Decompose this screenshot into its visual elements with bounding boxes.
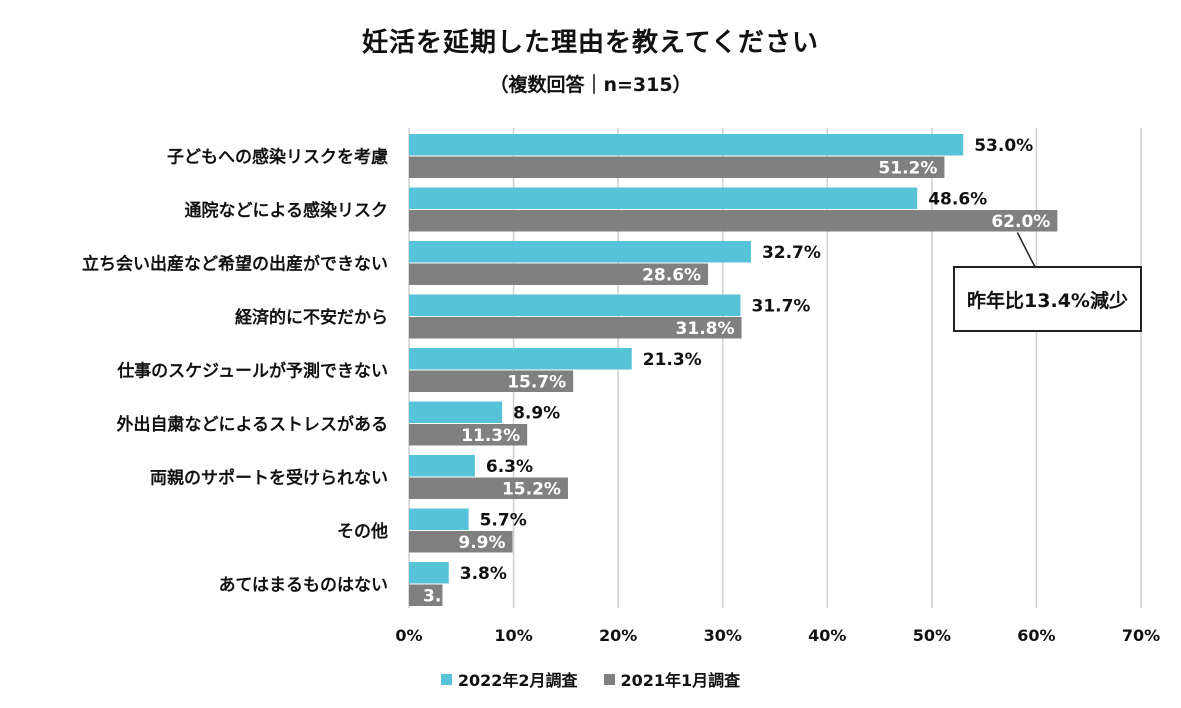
x-tick-label: 10% (494, 626, 532, 645)
data-label: 62.0% (991, 212, 1050, 232)
legend-label-2021: 2021年1月調査 (620, 671, 741, 690)
bar (409, 317, 742, 339)
legend-label-2022: 2022年2月調査 (457, 671, 578, 690)
category-label: 立ち会い出産など希望の出産ができない (82, 254, 388, 275)
data-label: 5.7% (480, 510, 527, 530)
bar (409, 562, 449, 584)
data-label: 53.0% (974, 136, 1033, 156)
bar (409, 477, 568, 499)
legend-swatch-2021 (603, 673, 615, 685)
category-label: 仕事のスケジュールが予測できない (116, 361, 388, 382)
data-label: 6.3% (486, 457, 533, 477)
bar (409, 455, 475, 477)
x-tick-label: 60% (1017, 626, 1055, 645)
bar (409, 370, 574, 392)
x-tick-label: 70% (1122, 626, 1160, 645)
x-tick-label: 50% (913, 626, 951, 645)
bar (409, 508, 469, 530)
bar (409, 241, 751, 263)
data-label: 28.6% (642, 265, 701, 285)
data-label: 31.7% (751, 296, 810, 316)
bar (409, 210, 1058, 232)
callout-leader-line (1016, 232, 1036, 268)
legend-item-2021[interactable]: 2021年1月調査 (603, 667, 741, 691)
x-tick-label: 40% (808, 626, 846, 645)
bar (409, 156, 945, 178)
bar (409, 263, 709, 285)
data-label: 3.8% (460, 564, 507, 584)
legend-item-2022[interactable]: 2022年2月調査 (440, 667, 578, 691)
category-label: 通院などによる感染リスク (185, 200, 389, 221)
data-label: 31.8% (676, 319, 735, 339)
bar (409, 424, 528, 446)
x-tick-label: 30% (704, 626, 742, 645)
legend: 2022年2月調査 2021年1月調査 (0, 667, 1181, 691)
category-label: 経済的に不安だから (235, 307, 388, 328)
data-label: 8.9% (513, 403, 560, 423)
chart-title: 妊活を延期した理由を教えてください (362, 28, 819, 58)
data-label: 15.2% (502, 479, 561, 499)
data-label: 15.7% (507, 372, 566, 392)
category-label: 子どもへの感染リスクを考慮 (167, 147, 388, 168)
bar (409, 134, 964, 156)
data-label: 51.2% (878, 158, 937, 178)
data-label: 32.7% (762, 243, 821, 263)
category-label: その他 (337, 521, 388, 542)
x-tick-label: 20% (599, 626, 637, 645)
data-label: 48.6% (928, 189, 987, 209)
data-label: 21.3% (643, 350, 702, 370)
bar (409, 294, 741, 316)
bar (409, 584, 443, 606)
data-label: 11.3% (461, 426, 520, 446)
x-tick-label: 0% (395, 626, 422, 645)
bar (409, 531, 513, 553)
bar (409, 348, 632, 370)
data-label: 3.2% (423, 586, 470, 606)
data-label: 9.9% (458, 533, 505, 553)
bar (409, 401, 503, 423)
category-label: 外出自粛などによるストレスがある (117, 414, 389, 435)
legend-swatch-2022 (440, 673, 452, 685)
category-label: あてはまるものはない (219, 576, 388, 596)
callout-box: 昨年比13.4%減少 (953, 266, 1142, 332)
chart-subtitle: （複数回答｜n=315） (489, 74, 692, 96)
category-label: 両親のサポートを受けられない (150, 468, 388, 489)
bar (409, 187, 918, 209)
